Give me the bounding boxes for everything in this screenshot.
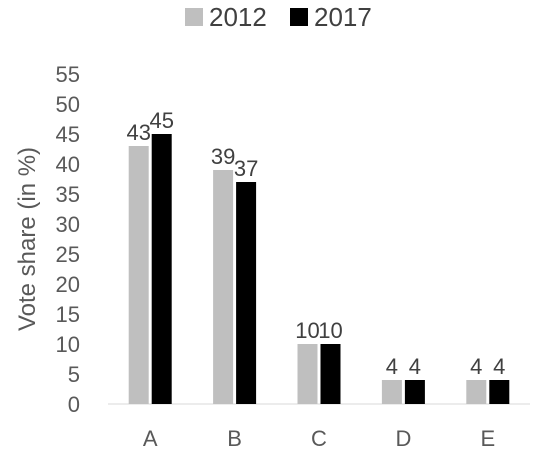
y-tick-label: 15 — [56, 302, 80, 327]
bar-B-2017 — [236, 182, 257, 404]
y-tick-label: 5 — [68, 362, 80, 387]
x-tick-label: A — [143, 426, 158, 451]
y-tick-label: 10 — [56, 332, 80, 357]
bar-B-2012 — [213, 170, 234, 404]
bar-C-2012 — [297, 344, 318, 404]
data-label-D-2017: 4 — [409, 354, 421, 379]
data-label-C-2017: 10 — [318, 318, 342, 343]
y-tick-label: 55 — [56, 62, 80, 87]
data-label-D-2012: 4 — [386, 354, 398, 379]
y-tick-label: 50 — [56, 92, 80, 117]
y-tick-label: 0 — [68, 392, 80, 417]
legend-item-2017: 2017 — [290, 2, 372, 32]
data-label-E-2012: 4 — [470, 354, 482, 379]
legend-item-2012: 2012 — [185, 2, 267, 32]
bar-E-2017 — [489, 380, 510, 404]
data-label-A-2017: 45 — [149, 108, 173, 133]
x-tick-label: E — [480, 426, 495, 451]
x-tick-label: B — [227, 426, 242, 451]
legend-swatch-2017 — [290, 8, 308, 26]
y-axis-title: Vote share (in %) — [14, 147, 41, 331]
x-tick-label: D — [395, 426, 411, 451]
y-tick-label: 20 — [56, 272, 80, 297]
y-tick-label: 45 — [56, 122, 80, 147]
x-tick-label: C — [311, 426, 327, 451]
data-label-C-2012: 10 — [295, 318, 319, 343]
data-label-E-2017: 4 — [493, 354, 505, 379]
y-tick-label: 30 — [56, 212, 80, 237]
bar-C-2017 — [320, 344, 341, 404]
data-label-A-2012: 43 — [126, 120, 150, 145]
bar-E-2012 — [466, 380, 487, 404]
bar-A-2017 — [151, 134, 172, 404]
bar-D-2012 — [381, 380, 402, 404]
legend-label-2012: 2012 — [209, 1, 267, 32]
legend-swatch-2012 — [185, 8, 203, 26]
y-tick-label: 40 — [56, 152, 80, 177]
bar-A-2012 — [128, 146, 149, 404]
bar-D-2017 — [404, 380, 425, 404]
data-label-B-2017: 37 — [234, 156, 258, 181]
y-tick-label: 35 — [56, 182, 80, 207]
y-tick-label: 25 — [56, 242, 80, 267]
data-label-B-2012: 39 — [211, 144, 235, 169]
legend-label-2017: 2017 — [314, 1, 372, 32]
